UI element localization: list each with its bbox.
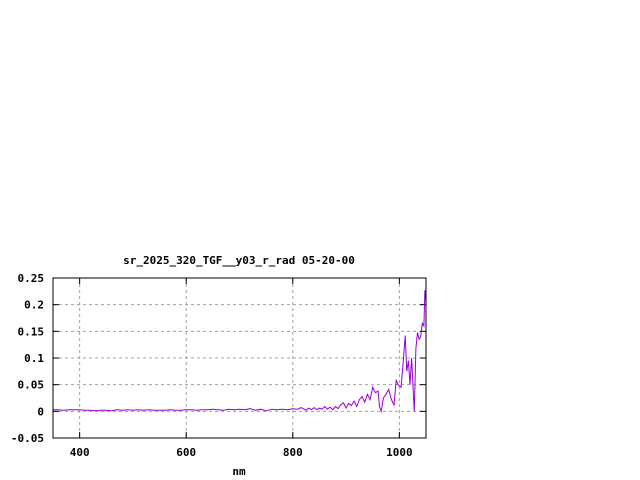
plot-border	[52, 277, 427, 439]
grid	[53, 278, 426, 438]
x-tick-label: 800	[283, 446, 303, 459]
y-tick-label: 0.05	[18, 379, 45, 392]
y-tick-label: 0.25	[18, 272, 45, 285]
tick-labels: 400 600 800 1000 -0.05 0 0.05 0.1 0.15 0.2 0.25	[11, 272, 413, 459]
series-line	[53, 290, 427, 414]
y-tick-label: 0.15	[18, 325, 45, 338]
x-axis-label: nm	[232, 465, 246, 478]
y-tick-label: -0.05	[11, 432, 44, 445]
y-tick-label: 0.2	[24, 299, 44, 312]
y-tick-label: 0.1	[24, 352, 44, 365]
chart-title: sr_2025_320_TGF__y03_r_rad 05-20-00	[123, 254, 355, 267]
x-tick-label: 600	[176, 446, 196, 459]
y-tick-label: 0	[37, 405, 44, 418]
x-tick-label: 400	[70, 446, 90, 459]
x-tick-label: 1000	[386, 446, 413, 459]
